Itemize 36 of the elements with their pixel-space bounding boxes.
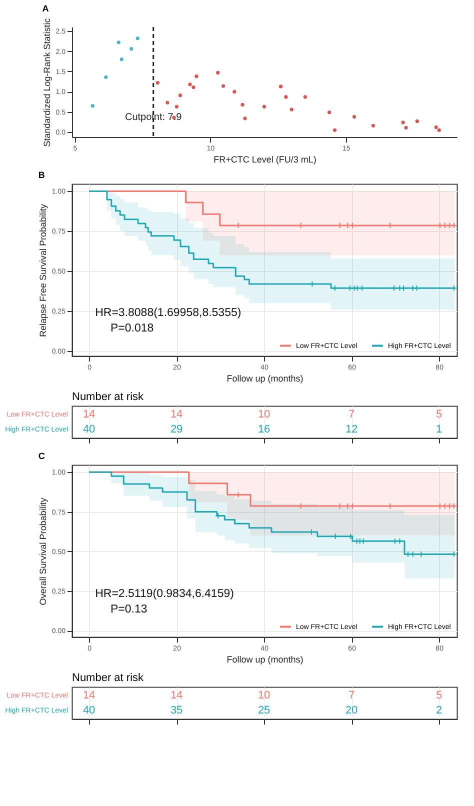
data-label: 5 xyxy=(436,690,442,702)
annotation: HR=3.8088(1.69958,8.5355) xyxy=(95,307,242,319)
chart-title: C xyxy=(38,451,46,461)
chart-title: B xyxy=(38,170,46,180)
data-label: 29 xyxy=(170,423,183,436)
x-axis-title: FR+CTC Level (FU/3 mL) xyxy=(214,154,316,164)
data-label: 16 xyxy=(258,423,270,436)
data-label: 40 xyxy=(82,423,96,436)
data-label: 14 xyxy=(170,408,183,421)
data-label: 20 xyxy=(345,704,358,716)
y-axis-title: Standardized Log-Rank Statistic xyxy=(42,18,52,147)
data-label: 7 xyxy=(348,690,355,702)
chart-title: A xyxy=(42,4,50,14)
data-label: 7 xyxy=(348,408,355,421)
data-label: 12 xyxy=(345,423,358,436)
annotation: P=0.13 xyxy=(110,603,148,616)
data-label: 25 xyxy=(258,704,270,716)
data-label: 1 xyxy=(436,423,442,436)
data-label: 2 xyxy=(436,704,442,716)
x-axis-title: Follow up (months) xyxy=(226,654,304,664)
data-label: 5 xyxy=(436,408,442,421)
data-label: 35 xyxy=(170,704,183,716)
data-label: 14 xyxy=(170,690,183,702)
data-label: 10 xyxy=(258,408,270,421)
data-label: 10 xyxy=(258,690,270,702)
data-label: 14 xyxy=(82,690,96,702)
ref-line-label: Cutpoint: 7.9 xyxy=(124,112,182,124)
y-axis-title: Relapse Free Survival Probability xyxy=(38,203,48,338)
chart-title: Number at risk xyxy=(72,391,144,403)
data-label: 40 xyxy=(82,704,96,716)
annotation: HR=2.5119(0.9834,6.4159) xyxy=(95,588,234,600)
annotation: P=0.018 xyxy=(110,322,154,334)
y-axis-title: Overall Survival Probability xyxy=(38,497,48,606)
data-label: 14 xyxy=(82,408,96,421)
chart-title: Number at risk xyxy=(72,672,144,684)
x-axis-title: Follow up (months) xyxy=(226,374,304,384)
